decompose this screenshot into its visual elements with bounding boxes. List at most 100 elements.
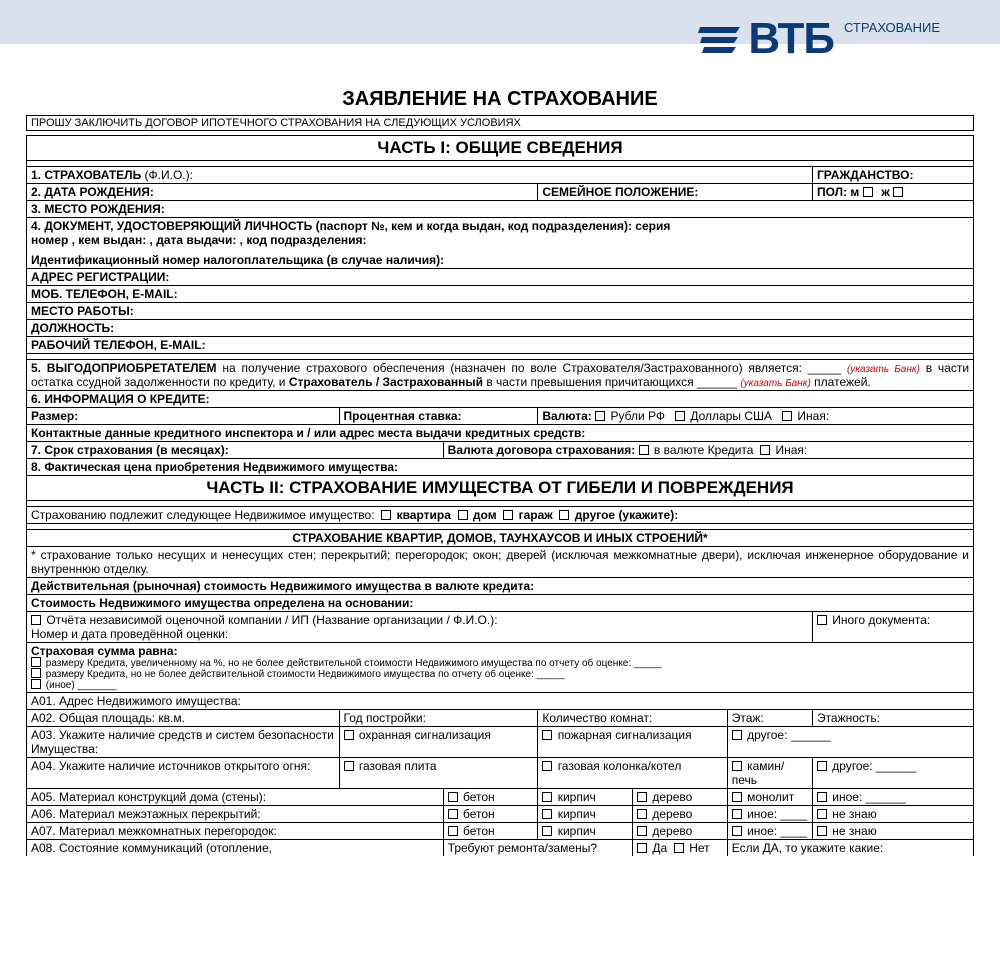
a06-opt2[interactable]: кирпич bbox=[538, 806, 633, 823]
field-property-type[interactable]: Страхованию подлежит следующее Недвижимо… bbox=[27, 507, 974, 524]
a08-q: Требуют ремонта/замены? bbox=[443, 840, 632, 857]
field-birthplace[interactable]: 3. МЕСТО РОЖДЕНИЯ: bbox=[27, 201, 974, 218]
a07-opt1[interactable]: бетон bbox=[443, 823, 538, 840]
field-appraisal-report[interactable]: Отчёта независимой оценочной компании / … bbox=[27, 612, 813, 643]
checkbox-garage[interactable] bbox=[503, 510, 513, 520]
a04-opt4[interactable]: другое: ______ bbox=[812, 758, 973, 789]
field-beneficiary[interactable]: 5. ВЫГОДОПРИОБРЕТАТЕЛЕМ на получение стр… bbox=[27, 360, 974, 391]
a05-opt2[interactable]: кирпич bbox=[538, 789, 633, 806]
field-citizenship[interactable]: ГРАЖДАНСТВО: bbox=[812, 167, 973, 184]
field-work[interactable]: МЕСТО РАБОТЫ: bbox=[27, 303, 974, 320]
field-insured-sum[interactable]: Страховая сумма равна: размеру Кредита, … bbox=[27, 643, 974, 693]
checkbox-a05-2[interactable] bbox=[542, 792, 552, 802]
checkbox-a03-1[interactable] bbox=[344, 730, 354, 740]
checkbox-a07-2[interactable] bbox=[542, 826, 552, 836]
field-dob[interactable]: 2. ДАТА РОЖДЕНИЯ: bbox=[27, 184, 538, 201]
field-wtel[interactable]: РАБОЧИЙ ТЕЛЕФОН, E-MAIL: bbox=[27, 337, 974, 354]
a05-opt4[interactable]: монолит bbox=[727, 789, 812, 806]
checkbox-other-doc[interactable] bbox=[817, 615, 827, 625]
checkbox-a05-4[interactable] bbox=[732, 792, 742, 802]
checkbox-a06-3[interactable] bbox=[637, 809, 647, 819]
a07-opt5[interactable]: не знаю bbox=[812, 823, 973, 840]
field-a02-floor[interactable]: Этаж: bbox=[727, 710, 812, 727]
a05-opt3[interactable]: дерево bbox=[633, 789, 728, 806]
field-a01[interactable]: А01. Адрес Недвижимого имущества: bbox=[27, 693, 974, 710]
checkbox-sum-opt2[interactable] bbox=[31, 668, 41, 678]
checkbox-a03-3[interactable] bbox=[732, 730, 742, 740]
field-a02-rooms[interactable]: Количество комнат: bbox=[538, 710, 727, 727]
checkbox-other-prop[interactable] bbox=[559, 510, 569, 520]
a04-opt1[interactable]: газовая плита bbox=[339, 758, 538, 789]
checkbox-male[interactable] bbox=[863, 187, 873, 197]
field-a02-year[interactable]: Год постройки: bbox=[339, 710, 538, 727]
field-iddoc[interactable]: 4. ДОКУМЕНТ, УДОСТОВЕРЯЮЩИЙ ЛИЧНОСТЬ (па… bbox=[27, 218, 974, 269]
checkbox-a07-4[interactable] bbox=[732, 826, 742, 836]
a04-opt3[interactable]: камин/печь bbox=[727, 758, 812, 789]
checkbox-credit-currency[interactable] bbox=[639, 445, 649, 455]
checkbox-a08-no[interactable] bbox=[674, 843, 684, 853]
checkbox-a06-1[interactable] bbox=[448, 809, 458, 819]
checkbox-a06-5[interactable] bbox=[817, 809, 827, 819]
a06-opt1[interactable]: бетон bbox=[443, 806, 538, 823]
field-a02-area[interactable]: А02. Общая площадь: кв.м. bbox=[27, 710, 340, 727]
checkbox-appraisal[interactable] bbox=[31, 615, 41, 625]
checkbox-a06-4[interactable] bbox=[732, 809, 742, 819]
field-insured[interactable]: 1. СТРАХОВАТЕЛЬ (Ф.И.О.): bbox=[27, 167, 813, 184]
checkbox-a05-1[interactable] bbox=[448, 792, 458, 802]
field-contract-currency[interactable]: Валюта договора страхования: в валюте Кр… bbox=[443, 442, 973, 459]
checkbox-sum-opt3[interactable] bbox=[31, 679, 41, 689]
field-term[interactable]: 7. Срок страхования (в месяцах): bbox=[27, 442, 444, 459]
field-sex[interactable]: ПОЛ: м ж bbox=[812, 184, 973, 201]
checkbox-a05-3[interactable] bbox=[637, 792, 647, 802]
field-actual-value[interactable]: Действительная (рыночная) стоимость Недв… bbox=[27, 578, 974, 595]
checkbox-usd[interactable] bbox=[675, 411, 685, 421]
checkbox-other-contract-currency[interactable] bbox=[760, 445, 770, 455]
field-addr[interactable]: АДРЕС РЕГИСТРАЦИИ: bbox=[27, 269, 974, 286]
field-marital[interactable]: СЕМЕЙНОЕ ПОЛОЖЕНИЕ: bbox=[538, 184, 813, 201]
checkbox-a03-2[interactable] bbox=[542, 730, 552, 740]
checkbox-house[interactable] bbox=[458, 510, 468, 520]
checkbox-rub[interactable] bbox=[595, 411, 605, 421]
checkbox-a04-3[interactable] bbox=[732, 761, 742, 771]
a08-note[interactable]: Если ДА, то укажите какие: bbox=[727, 840, 973, 857]
a07-opt2[interactable]: кирпич bbox=[538, 823, 633, 840]
checkbox-a06-2[interactable] bbox=[542, 809, 552, 819]
a06-opt5[interactable]: не знаю bbox=[812, 806, 973, 823]
a03-opt1[interactable]: охранная сигнализация bbox=[339, 727, 538, 758]
a06-opt4[interactable]: иное: ____ bbox=[727, 806, 812, 823]
a07-opt3[interactable]: дерево bbox=[633, 823, 728, 840]
a03-opt2[interactable]: пожарная сигнализация bbox=[538, 727, 727, 758]
a05-opt5[interactable]: иное: ______ bbox=[812, 789, 973, 806]
a05-opt1[interactable]: бетон bbox=[443, 789, 538, 806]
checkbox-other-currency[interactable] bbox=[782, 411, 792, 421]
checkbox-a07-1[interactable] bbox=[448, 826, 458, 836]
field-inspector[interactable]: Контактные данные кредитного инспектора … bbox=[27, 425, 974, 442]
checkbox-a04-4[interactable] bbox=[817, 761, 827, 771]
field-mob[interactable]: МОБ. ТЕЛЕФОН, E-MAIL: bbox=[27, 286, 974, 303]
part1-title: ЧАСТЬ I: ОБЩИЕ СВЕДЕНИЯ bbox=[26, 135, 974, 160]
field-price[interactable]: 8. Фактическая цена приобретения Недвижи… bbox=[27, 459, 974, 476]
field-a02-floors[interactable]: Этажность: bbox=[812, 710, 973, 727]
checkbox-a07-5[interactable] bbox=[817, 826, 827, 836]
checkbox-a04-2[interactable] bbox=[542, 761, 552, 771]
part2-table: Страхованию подлежит следующее Недвижимо… bbox=[26, 500, 974, 856]
logo: ВТБ СТРАХОВАНИЕ bbox=[698, 14, 940, 64]
a06-opt3[interactable]: дерево bbox=[633, 806, 728, 823]
a07-opt4[interactable]: иное: ____ bbox=[727, 823, 812, 840]
a04-opt2[interactable]: газовая колонка/котел bbox=[538, 758, 727, 789]
checkbox-a04-1[interactable] bbox=[344, 761, 354, 771]
checkbox-a08-yes[interactable] bbox=[637, 843, 647, 853]
field-credit-rate[interactable]: Процентная ставка: bbox=[339, 408, 538, 425]
checkbox-female[interactable] bbox=[893, 187, 903, 197]
vtb-wing-icon bbox=[698, 23, 742, 55]
a03-opt3[interactable]: другое: ______ bbox=[727, 727, 973, 758]
field-credit-currency[interactable]: Валюта: Рубли РФ Доллары США Иная: bbox=[538, 408, 974, 425]
field-pos[interactable]: ДОЛЖНОСТЬ: bbox=[27, 320, 974, 337]
checkbox-a07-3[interactable] bbox=[637, 826, 647, 836]
field-other-doc[interactable]: Иного документа: bbox=[812, 612, 973, 643]
a08-yes[interactable]: Да Нет bbox=[633, 840, 728, 857]
checkbox-flat[interactable] bbox=[381, 510, 391, 520]
checkbox-a05-5[interactable] bbox=[817, 792, 827, 802]
checkbox-sum-opt1[interactable] bbox=[31, 657, 41, 667]
field-credit-size[interactable]: Размер: bbox=[27, 408, 340, 425]
